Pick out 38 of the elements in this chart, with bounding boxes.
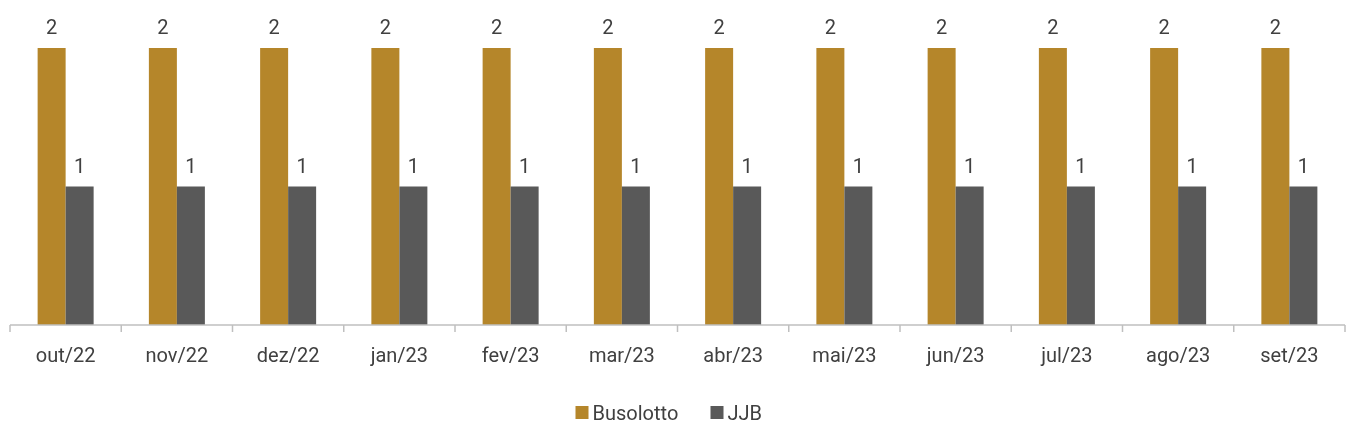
x-tick-label: abr/23 [703, 343, 763, 367]
data-label: 2 [268, 15, 280, 39]
data-label: 2 [1269, 15, 1281, 39]
data-label: 2 [379, 15, 391, 39]
x-tick-label: mai/23 [812, 343, 877, 367]
x-tick-label: dez/22 [256, 343, 320, 367]
data-label: 1 [1297, 153, 1309, 178]
data-label: 1 [185, 153, 197, 178]
data-label: 2 [491, 15, 503, 39]
data-label: 1 [74, 153, 86, 178]
data-label: 2 [1047, 15, 1059, 39]
data-label: 1 [964, 153, 976, 178]
data-label: 1 [519, 153, 531, 178]
x-tick-label: fev/23 [481, 343, 540, 367]
x-tick-label: mar/23 [588, 343, 655, 367]
x-tick-label: jul/23 [1040, 343, 1093, 367]
data-label: 2 [936, 15, 948, 39]
data-label: 2 [46, 15, 58, 39]
data-label: 1 [296, 153, 308, 178]
data-label: 1 [852, 153, 864, 178]
data-label: 1 [1075, 153, 1087, 178]
data-label: 1 [1186, 153, 1198, 178]
x-tick-label: nov/22 [145, 343, 209, 367]
legend-label: Busolotto [592, 401, 679, 425]
data-label: 2 [1158, 15, 1170, 39]
x-tick-label: out/22 [35, 343, 96, 367]
data-label: 1 [741, 153, 753, 178]
legend-label: JJB [727, 401, 763, 425]
data-label: 2 [824, 15, 836, 39]
x-tick-label: ago/23 [1146, 343, 1211, 367]
data-label: 2 [602, 15, 614, 39]
x-tick-label: jan/23 [369, 343, 429, 367]
data-label: 2 [713, 15, 725, 39]
x-tick-label: set/23 [1260, 343, 1319, 367]
x-tick-label: jun/23 [925, 343, 985, 367]
data-label: 2 [157, 15, 169, 39]
data-label: 1 [630, 153, 642, 178]
data-label: 1 [407, 153, 419, 178]
